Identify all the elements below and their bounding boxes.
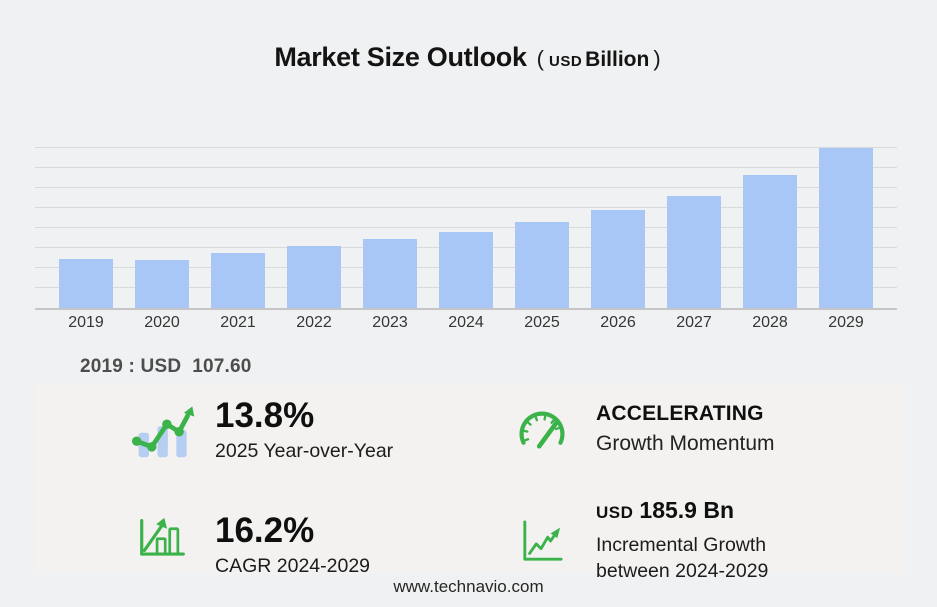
bar-cell [808, 147, 884, 308]
bar-cell [732, 147, 808, 308]
gridline [35, 167, 897, 168]
bar-2024 [439, 232, 493, 308]
line-growth-icon [521, 519, 563, 568]
stat-incremental-value: USD 185.9 Bn [596, 497, 768, 524]
bar-2026 [591, 210, 645, 308]
chart-title: Market Size Outlook ( USD Billion) [0, 42, 937, 73]
stats-panel [35, 384, 906, 574]
bar-2019 [59, 259, 113, 308]
year-label-2023: 2023 [372, 314, 408, 331]
gridline [35, 207, 897, 208]
year-label-2024: 2024 [448, 314, 484, 331]
bar-2022 [287, 246, 341, 308]
gridline [35, 147, 897, 148]
stat-incremental-currency: USD [596, 503, 634, 522]
footer-website: www.technavio.com [393, 577, 544, 596]
year-label-2021: 2021 [220, 314, 256, 331]
bar-cell [276, 147, 352, 308]
stat-incremental: USD 185.9 Bn Incremental Growth between 2… [596, 497, 768, 584]
year-label-2029: 2029 [828, 314, 864, 331]
stat-momentum-label: Growth Momentum [596, 432, 775, 455]
year-label-2025: 2025 [524, 314, 560, 331]
year-label-2026: 2026 [600, 314, 636, 331]
bar-cell [352, 147, 428, 308]
gridline [35, 227, 897, 228]
bar-cell [656, 147, 732, 308]
bar-cell [428, 147, 504, 308]
stat-cagr-value: 16.2% [215, 511, 315, 550]
bar-2021 [211, 253, 265, 308]
chart-title-text: Market Size Outlook [274, 42, 527, 72]
bar-growth-icon [139, 514, 186, 563]
bar-2029 [819, 148, 873, 308]
bar-2028 [743, 175, 797, 308]
bars-row [35, 147, 897, 308]
stat-incremental-label-line1: Incremental Growth [596, 534, 767, 556]
stat-yoy-value: 13.8% [215, 396, 315, 435]
year-labels-row: 2019 2020 2021 2022 2023 2024 2025 2026 2027 2028… [35, 314, 897, 332]
stat-momentum-value: ACCELERATING [596, 402, 764, 425]
gridline [35, 187, 897, 188]
stat-incremental-amount: 185.9 Bn [639, 497, 735, 523]
speedometer-icon [516, 406, 568, 458]
title-unit: Billion [585, 48, 650, 71]
year-label-2028: 2028 [752, 314, 788, 331]
stat-cagr-label: CAGR 2024-2029 [215, 555, 371, 577]
bar-cell [200, 147, 276, 308]
bar-cell [48, 147, 124, 308]
bar-cell [580, 147, 656, 308]
trend-bars-icon [132, 398, 198, 463]
bar-2020 [135, 260, 189, 308]
stat-yoy-label: 2025 Year-over-Year [215, 440, 394, 462]
stat-incremental-label-line2: between 2024-2029 [596, 560, 769, 582]
bar-2023 [363, 239, 417, 308]
title-close-paren: ) [653, 46, 661, 71]
stat-cagr: 16.2% CAGR 2024-2029 [215, 513, 370, 578]
plot-area [35, 147, 897, 310]
bar-cell [504, 147, 580, 308]
bar-cell [124, 147, 200, 308]
bar-2027 [667, 196, 721, 308]
title-currency: USD [549, 53, 583, 70]
title-open-paren: ( [536, 46, 544, 71]
base-year-annotation: 2019 : USD 107.60 [80, 356, 252, 377]
stat-momentum: ACCELERATING Growth Momentum [596, 403, 775, 456]
year-label-2019: 2019 [68, 314, 104, 331]
year-label-2020: 2020 [144, 314, 180, 331]
stat-incremental-label: Incremental Growth between 2024-2029 [596, 532, 768, 584]
year-label-2027: 2027 [676, 314, 712, 331]
bar-2025 [515, 222, 569, 308]
stat-yoy: 13.8% 2025 Year-over-Year [215, 398, 393, 463]
year-label-2022: 2022 [296, 314, 332, 331]
